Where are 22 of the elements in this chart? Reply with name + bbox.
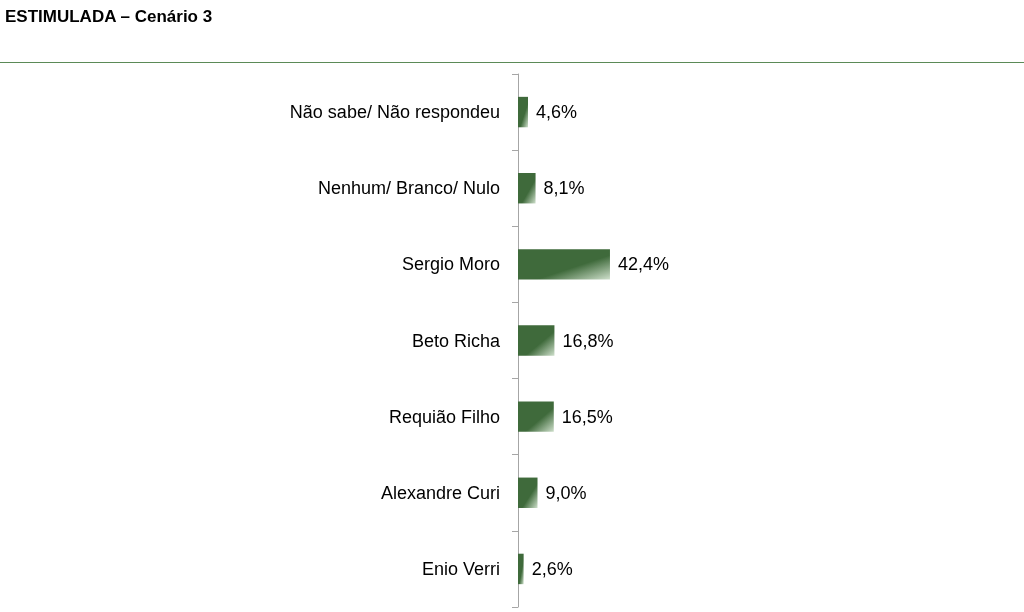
bar (518, 553, 524, 585)
data-label: 4,6% (535, 102, 578, 123)
text: ESTIMULADA – Cenário 3 (5, 7, 213, 26)
y-tick-label: Sergio Moro (401, 254, 500, 275)
data-label: 8,1% (543, 178, 585, 199)
y-tick-label: Beto Richa (411, 330, 501, 351)
y-tick-label: Enio Verri (421, 558, 500, 579)
y-tick-label: Não sabe/ Não respondeu (289, 102, 500, 123)
bar (518, 172, 536, 204)
data-label: 16,8% (562, 330, 614, 351)
data-label: 16,5% (561, 406, 613, 427)
bar (518, 96, 528, 128)
bar (518, 325, 555, 356)
bar (518, 477, 538, 509)
data-label: 9,0% (545, 482, 587, 503)
bar (518, 249, 610, 280)
bar (518, 401, 554, 432)
data-label: 2,6% (531, 558, 573, 579)
y-tick-label: Requião Filho (388, 406, 500, 427)
data-label: 42,4% (617, 254, 670, 275)
y-tick-label: Alexandre Curi (380, 482, 500, 503)
y-tick-label: Nenhum/ Branco/ Nulo (317, 178, 500, 199)
